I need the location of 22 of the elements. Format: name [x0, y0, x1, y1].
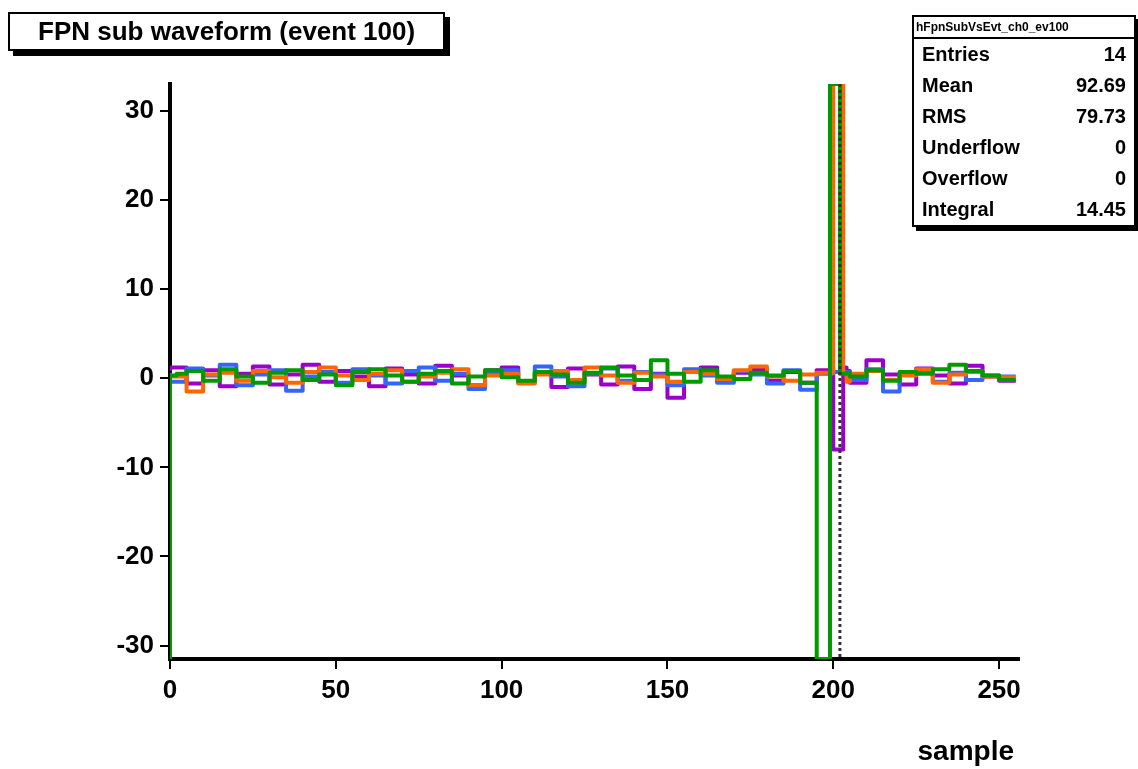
text: Mean 92.69	[922, 74, 1126, 96]
text: Entries 14	[922, 43, 1126, 65]
text: hFpnSubVsEvt_ch0_ev100	[914, 17, 1134, 39]
x-tick-label: 100	[479, 673, 524, 704]
y-tick-label: 20	[125, 183, 154, 214]
x-tick-label: 200	[811, 673, 855, 704]
text: Underflow 0	[922, 136, 1126, 158]
chart-title: FPN sub waveform (event 100)	[8, 12, 446, 51]
x-tick-label: 150	[645, 673, 690, 704]
y-tick-label: -10	[116, 450, 154, 481]
x-axis-title: sample	[917, 735, 1014, 767]
x-tick-label: 50	[321, 673, 351, 704]
y-tick-label: -30	[116, 628, 154, 659]
y-tick-label: -20	[116, 539, 154, 570]
y-tick-label: 30	[125, 93, 154, 124]
y-tick-label: 0	[139, 361, 154, 392]
text: RMS 79.73	[922, 105, 1126, 127]
text: Integral 14.45	[922, 198, 1126, 220]
x-tick-label: 0	[162, 673, 178, 704]
y-tick-label: 10	[125, 272, 154, 303]
x-tick-label: 250	[977, 673, 1021, 704]
text: Overflow 0	[922, 167, 1126, 189]
